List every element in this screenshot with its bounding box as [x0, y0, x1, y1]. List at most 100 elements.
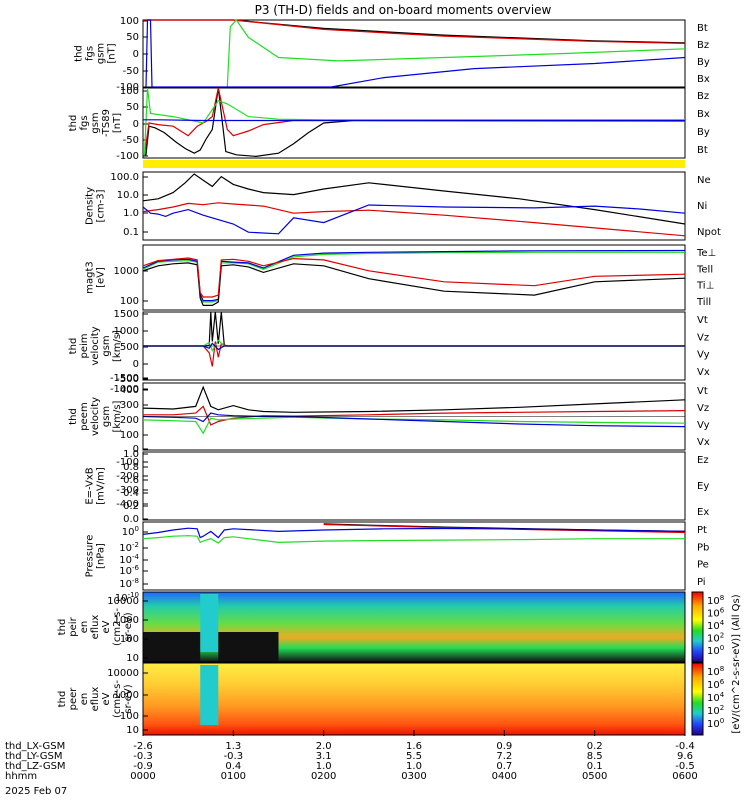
y-tick-label: -100 — [116, 151, 139, 162]
panel-p7: 1.0 0.8 0.6 0.4 0.2 0.0 E=-VxB [mV/m] Ez Ey Ex — [85, 449, 710, 525]
colorbar-tick-exponent: 8 — [720, 594, 724, 602]
y-tick-label: 0.6 — [123, 475, 139, 486]
y-axis-label: thd — [68, 338, 79, 355]
legend-Ni: Ni — [697, 201, 707, 212]
legend-Vy: Vy — [697, 420, 710, 431]
y-tick-label: 100 — [120, 296, 139, 307]
y-tick-label: 200 — [120, 415, 139, 426]
y-axis-label: [mV/m] — [96, 467, 107, 505]
series-line-Tell — [142, 262, 686, 306]
series-line-Vx — [142, 412, 686, 428]
y-tick-label: 0.2 — [123, 501, 139, 512]
y-tick-label: -50 — [123, 66, 139, 77]
series-line-Bx — [145, 19, 686, 88]
y-axis-label: gsm — [96, 43, 107, 64]
spectrogram-dark-region — [143, 632, 201, 662]
y-tick-label: 1.0 — [123, 449, 139, 460]
y-axis-label: gsm — [101, 406, 112, 427]
legend-Ey: Ey — [697, 481, 709, 492]
legend-Bz: Bz — [697, 91, 709, 102]
x-axis-row-label: thd_LZ-GSM — [5, 761, 66, 772]
y-axis-label: peem — [79, 402, 90, 430]
legend-Vx: Vx — [697, 437, 710, 448]
colorbar-tick-exponent: 4 — [720, 691, 725, 699]
y-axis-label: eflux — [90, 615, 101, 640]
x-axis-value: 0.1 — [587, 761, 603, 772]
series-line-Bt — [144, 87, 685, 158]
panel-p9: 10000 1000 100 10 thd peir en eflux eV (cm2-s-sr-… — [57, 591, 686, 664]
y-axis-label: -TS89 — [101, 109, 112, 137]
y-axis-label: peer — [68, 687, 79, 711]
x-axis-value: 0400 — [492, 771, 517, 782]
x-axis-value: 1.6 — [406, 741, 422, 752]
x-axis-value: 3.1 — [316, 751, 332, 762]
x-axis-value: 0.9 — [496, 741, 512, 752]
y-tick-label: -300 — [116, 485, 139, 496]
colorbar-tick: 100 — [707, 644, 724, 657]
colorbar-tick-exponent: 6 — [720, 607, 725, 615]
panel-p6: 400 300 200 100 0 -100 -200 -300 -400 thd peem velo… — [68, 382, 710, 510]
panel-frame — [142, 171, 686, 241]
y-tick-label: 100 — [122, 525, 139, 538]
y-tick-label: 400 — [120, 385, 139, 396]
y-axis-label: thd — [74, 45, 85, 62]
panel-p2: 100 50 0 -50 -100 thd fgs gsm -TS89 [nT] Bz Bx By Bt — [68, 86, 710, 162]
legend-By: By — [697, 57, 710, 68]
figure-title: P3 (TH-D) fields and on-board moments ov… — [255, 3, 552, 17]
legend-Bt: Bt — [697, 145, 708, 156]
series-line-By — [143, 87, 685, 155]
colorbar-strip — [691, 591, 704, 663]
y-axis-label: [km/s] — [112, 400, 123, 432]
y-tick-label: 10.0 — [117, 190, 139, 201]
y-axis-label: [nT] — [107, 43, 118, 63]
y-axis-label: fgs — [79, 115, 90, 130]
y-tick-label: 1000 — [114, 615, 139, 626]
x-axis-value: -0.3 — [133, 751, 153, 762]
y-axis-label: Pressure — [85, 535, 96, 578]
y-axis-label: [km/s] — [112, 330, 123, 362]
series-line-Vz — [143, 405, 686, 426]
spectrogram-gap — [200, 594, 219, 652]
y-tick-label: 10-8 — [119, 577, 139, 590]
colorbar-tick: 108 — [707, 594, 724, 607]
series-line-By — [226, 19, 686, 88]
colorbar-label: [eV/(cm^2-s-sr-eV)] (All Qs) — [731, 594, 742, 733]
y-tick-label: 1000 — [114, 690, 139, 701]
x-axis-value: 0500 — [582, 771, 607, 782]
series-line-Pb — [323, 523, 686, 534]
x-axis-value: 0.4 — [225, 761, 241, 772]
x-axis-value: 8.5 — [587, 751, 603, 762]
y-tick-label: 500 — [120, 342, 139, 353]
panel-p1: 100 50 0 -50 -100 thd fgs gsm [nT] Bt Bz By Bx — [74, 16, 710, 93]
y-axis-label: peim — [79, 333, 90, 358]
series-line-Vt — [142, 385, 686, 413]
series-line-Te⊥ — [142, 257, 686, 298]
x-axis-value: 2.0 — [316, 741, 332, 752]
y-axis-label: [nPa] — [96, 543, 107, 569]
y-tick-label: 10-6 — [119, 564, 139, 577]
panel-p5: 1500 1000 500 0 -500-1000-1500 thd peim velocit… — [68, 309, 710, 395]
y-tick-label: 10 — [126, 653, 139, 664]
y-tick-label: 0 — [133, 444, 139, 455]
y-axis-label: thd — [57, 691, 68, 708]
colorbar-tick-exponent: 6 — [720, 678, 725, 686]
y-tick-label: 0 — [133, 359, 139, 370]
y-tick-label: 10000 — [107, 668, 139, 679]
y-axis-label: [nT] — [112, 113, 123, 133]
legend-Vz: Vz — [697, 332, 709, 343]
y-tick-label: 0 — [133, 49, 139, 60]
y-tick-label: -200 — [116, 471, 139, 482]
y-tick-exponent: -8 — [132, 577, 139, 585]
y-axis-label: eflux — [90, 687, 101, 712]
y-axis-label: gsm — [90, 112, 101, 133]
colorbar-tick-exponent: 0 — [720, 717, 724, 725]
y-tick-label: 50 — [126, 102, 139, 113]
y-axis-label: magt3 — [85, 261, 96, 294]
legend-Ne: Ne — [697, 175, 711, 186]
legend-Pi: Pi — [697, 577, 706, 588]
x-axis-value: -0.3 — [224, 751, 244, 762]
flag-bar — [143, 160, 685, 168]
